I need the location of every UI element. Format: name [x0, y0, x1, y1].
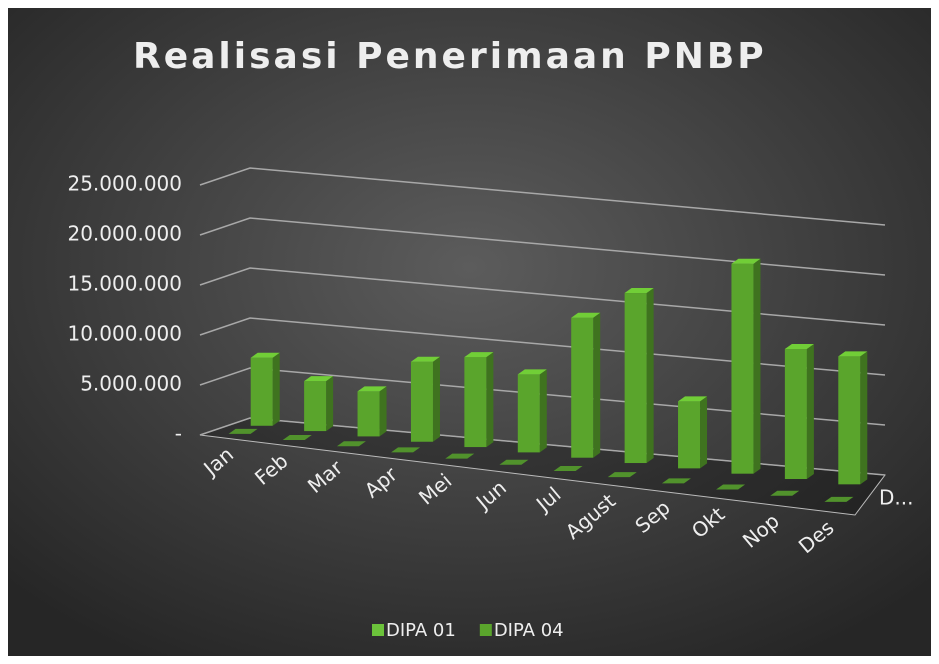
bar — [571, 312, 601, 458]
grid-line — [199, 417, 886, 476]
bar — [731, 258, 761, 474]
bar — [499, 459, 529, 465]
bar-top — [357, 386, 387, 392]
bar-side — [593, 312, 601, 458]
bar-top — [553, 465, 583, 471]
grid-line — [199, 167, 886, 226]
bar-front — [250, 357, 273, 426]
bar — [553, 465, 583, 471]
grid-line — [199, 317, 886, 376]
bar — [410, 356, 440, 442]
chart-background — [8, 8, 931, 656]
bar-side — [432, 356, 440, 442]
bar — [282, 435, 312, 441]
bar-front — [838, 356, 861, 485]
bar-top — [731, 258, 761, 264]
bar-top — [304, 376, 334, 382]
bar-front — [571, 317, 594, 458]
bar-front — [410, 361, 433, 442]
bar-top — [445, 453, 475, 459]
bar-side — [326, 376, 334, 432]
bar-top — [391, 447, 421, 453]
bar-front — [624, 293, 647, 464]
bar-front — [731, 263, 754, 474]
bar-top — [464, 352, 494, 358]
bar-top — [517, 369, 547, 375]
bar-top — [624, 288, 654, 294]
legend-label: DIPA 01 — [386, 620, 456, 641]
bar — [607, 472, 637, 478]
bar — [824, 496, 854, 502]
bar-side — [753, 258, 761, 474]
legend-label: DIPA 04 — [494, 620, 564, 641]
y-tick-label: 25.000.000 — [67, 172, 182, 196]
bar — [464, 352, 494, 448]
grid-line — [199, 367, 886, 426]
bar-front — [304, 381, 327, 432]
bar — [661, 478, 691, 484]
bar-top — [336, 441, 366, 447]
bar-top — [571, 312, 601, 318]
bar — [784, 344, 814, 480]
bar-front — [357, 391, 380, 437]
bar — [678, 396, 708, 469]
bar-front — [517, 374, 540, 453]
bar — [838, 351, 868, 485]
bar-top — [661, 478, 691, 484]
bar-top — [824, 496, 854, 502]
y-tick-label: 20.000.000 — [67, 222, 182, 246]
bar — [445, 453, 475, 459]
chart-title: Realisasi Penerimaan PNBP — [133, 36, 767, 77]
y-tick-label: - — [175, 422, 182, 446]
bar-side — [806, 344, 814, 480]
bar-top — [499, 459, 529, 465]
legend-swatch — [372, 624, 384, 636]
bar — [357, 386, 387, 437]
bar-top — [607, 472, 637, 478]
bar — [716, 484, 746, 490]
bar — [517, 369, 547, 453]
bar — [304, 376, 334, 432]
bar-front — [678, 401, 701, 469]
bar — [336, 441, 366, 447]
bar-top — [784, 344, 814, 350]
y-tick-label: 10.000.000 — [67, 322, 182, 346]
bar-top — [838, 351, 868, 357]
bar-front — [784, 349, 807, 480]
bar — [624, 288, 654, 464]
bar-top — [678, 396, 708, 402]
y-tick-label: 5.000.000 — [80, 372, 182, 396]
grid-line — [199, 217, 886, 276]
bar-top — [282, 435, 312, 441]
bar — [228, 428, 258, 434]
legend-swatch — [479, 624, 492, 636]
bar-top — [410, 356, 440, 362]
y-tick-label: 15.000.000 — [67, 272, 182, 296]
bar-front — [464, 357, 487, 448]
bar-side — [646, 288, 654, 464]
bar-side — [539, 369, 547, 453]
depth-axis-label: D... — [879, 486, 913, 510]
bar-top — [250, 352, 280, 358]
bar-side — [700, 396, 708, 469]
bar-side — [272, 352, 280, 426]
bar-side — [486, 352, 494, 448]
bar — [250, 352, 280, 426]
bar — [391, 447, 421, 453]
bar — [770, 490, 800, 496]
bar-side — [860, 351, 868, 485]
bar-side — [379, 386, 387, 437]
bar-top — [228, 428, 258, 434]
bar-top — [770, 490, 800, 496]
bar-top — [716, 484, 746, 490]
grid-line — [199, 267, 886, 326]
